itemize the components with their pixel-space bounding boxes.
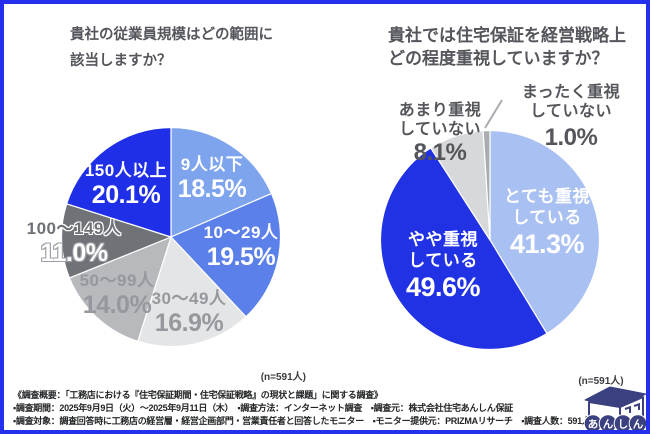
survey-overview: 《調査概要：「工務店における『住宅保証期間・住宅保証戦略』の現状と課題」に関する…	[13, 389, 593, 428]
slice-label-text: 150人以上	[84, 161, 168, 180]
slice-label-10-29: 10〜29人 19.5%	[184, 222, 298, 271]
slice-value-text: 19.5%	[206, 243, 276, 271]
pie-slice-3	[482, 129, 491, 241]
left-chart-title: 貴社の従業員規模はどの範囲に 該当しますか？	[70, 22, 273, 74]
pie-slice-1	[379, 147, 548, 351]
slice-label-text: している	[512, 208, 582, 227]
pie-slice-2	[137, 236, 247, 348]
employee-size-pie-chart	[60, 126, 282, 348]
slice-label-150-plus: 150人以上 20.1%	[66, 160, 186, 209]
right-chart-title-line2: どの程度重視していますか？	[388, 49, 609, 68]
logo-char: し	[618, 419, 629, 431]
slice-label-text: とても重視	[503, 187, 591, 206]
slice-label-text: している	[408, 251, 478, 270]
slice-label-text: 100〜149人	[26, 219, 122, 238]
right-sample-size: (n=591人)	[578, 376, 624, 387]
survey-overview-line3: ▪調査対象：調査回答時に工務店の経営層・経営企画部門・営業責任者と回答したモニタ…	[13, 416, 591, 426]
logo-char: ん	[603, 419, 614, 431]
slice-label-text: 50〜99人	[79, 271, 155, 290]
slice-label-text: 10〜29人	[203, 223, 279, 242]
pie-slice-3	[68, 236, 172, 342]
slice-label-very-important: とても重視 している 41.3%	[486, 186, 608, 259]
slice-value-text: 49.6%	[405, 272, 481, 302]
logo-window-mark	[624, 405, 631, 413]
slice-label-text: していない	[529, 103, 613, 120]
slice-value-text: 16.9%	[154, 309, 224, 337]
survey-overview-line1: 《調査概要：「工務店における『住宅保証期間・住宅保証戦略』の現状と課題」に関する…	[13, 390, 383, 400]
right-chart-title: 貴社では住宅保証を経営戦略上 どの程度重視していますか？	[388, 24, 626, 70]
pie-slice-1	[170, 192, 282, 318]
slice-label-somewhat-important: やや重視 している 49.6%	[384, 229, 502, 302]
logo-text-circles: あ ん し ん	[584, 414, 646, 431]
slice-value-text: 8.1%	[413, 139, 467, 166]
pie-slice-5	[66, 126, 172, 238]
slice-label-30-49: 30〜49人 16.9%	[132, 288, 246, 337]
slice-label-text: やや重視	[408, 230, 478, 249]
pie-slice-0	[170, 126, 273, 238]
logo-char: ん	[633, 419, 644, 431]
slice-value-text: 20.1%	[91, 181, 161, 209]
slice-label-text: 30〜49人	[151, 289, 227, 308]
slice-label-not-very-important: あまり重視 していない 8.1%	[380, 101, 500, 166]
anshin-logo: あ ん し ん	[584, 386, 646, 431]
left-sample-size: (n=591人)	[260, 372, 306, 383]
slice-label-text: あまり重視	[398, 102, 482, 119]
slice-value-text: 11.0%	[40, 239, 108, 267]
leader-line	[484, 99, 503, 129]
logo-window-mark	[633, 402, 640, 410]
slice-label-text: まったく重視	[521, 84, 621, 101]
pie-slice-4	[60, 203, 172, 279]
pie-slice-0	[489, 129, 601, 335]
slice-value-text: 1.0%	[544, 124, 598, 151]
slice-label-not-important-at-all: まったく重視 していない 1.0%	[504, 83, 638, 151]
slice-label-under-9: 9人以下 18.5%	[155, 154, 269, 203]
slice-value-text: 41.3%	[509, 229, 585, 259]
logo-char: あ	[588, 418, 599, 431]
left-chart-title-line2: 該当しますか？	[70, 53, 172, 69]
slice-label-100-149: 100〜149人 11.0%	[11, 218, 137, 267]
survey-overview-line2: ▪調査期間：2025年9月9日（火）〜2025年9月11日（木） ▪調査方法：イ…	[13, 403, 513, 413]
slice-value-text: 14.0%	[82, 291, 152, 319]
slice-label-50-99: 50〜99人 14.0%	[60, 270, 174, 319]
logo-house-roof	[584, 386, 646, 408]
slice-label-text: していない	[398, 121, 482, 138]
slice-label-text: 9人以下	[180, 155, 244, 174]
right-chart-title-line1: 貴社では住宅保証を経営戦略上	[388, 26, 626, 45]
left-chart-title-line1: 貴社の従業員規模はどの範囲に	[70, 27, 273, 43]
warranty-importance-pie-chart	[379, 129, 601, 351]
slice-value-text: 18.5%	[177, 175, 247, 203]
